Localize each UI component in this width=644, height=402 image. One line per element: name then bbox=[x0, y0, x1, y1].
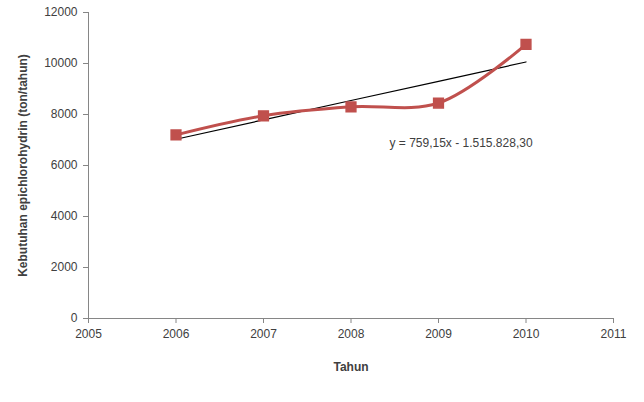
svg-text:y = 759,15x - 1.515.828,30: y = 759,15x - 1.515.828,30 bbox=[389, 136, 532, 150]
svg-text:8000: 8000 bbox=[51, 107, 78, 121]
svg-text:4000: 4000 bbox=[51, 209, 78, 223]
svg-text:12000: 12000 bbox=[44, 5, 78, 19]
svg-text:2000: 2000 bbox=[51, 260, 78, 274]
svg-text:6000: 6000 bbox=[51, 158, 78, 172]
svg-text:0: 0 bbox=[71, 311, 78, 325]
svg-text:Kebutuhan epichlorohydrin (ton: Kebutuhan epichlorohydrin (ton/tahun) bbox=[16, 54, 30, 277]
svg-text:2008: 2008 bbox=[338, 327, 365, 341]
svg-text:10000: 10000 bbox=[44, 56, 78, 70]
svg-text:2009: 2009 bbox=[425, 327, 452, 341]
svg-text:2011: 2011 bbox=[601, 327, 627, 341]
svg-text:2006: 2006 bbox=[163, 327, 190, 341]
svg-text:2010: 2010 bbox=[513, 327, 540, 341]
svg-text:Tahun: Tahun bbox=[333, 360, 368, 374]
svg-text:2005: 2005 bbox=[75, 327, 102, 341]
svg-text:2007: 2007 bbox=[250, 327, 277, 341]
